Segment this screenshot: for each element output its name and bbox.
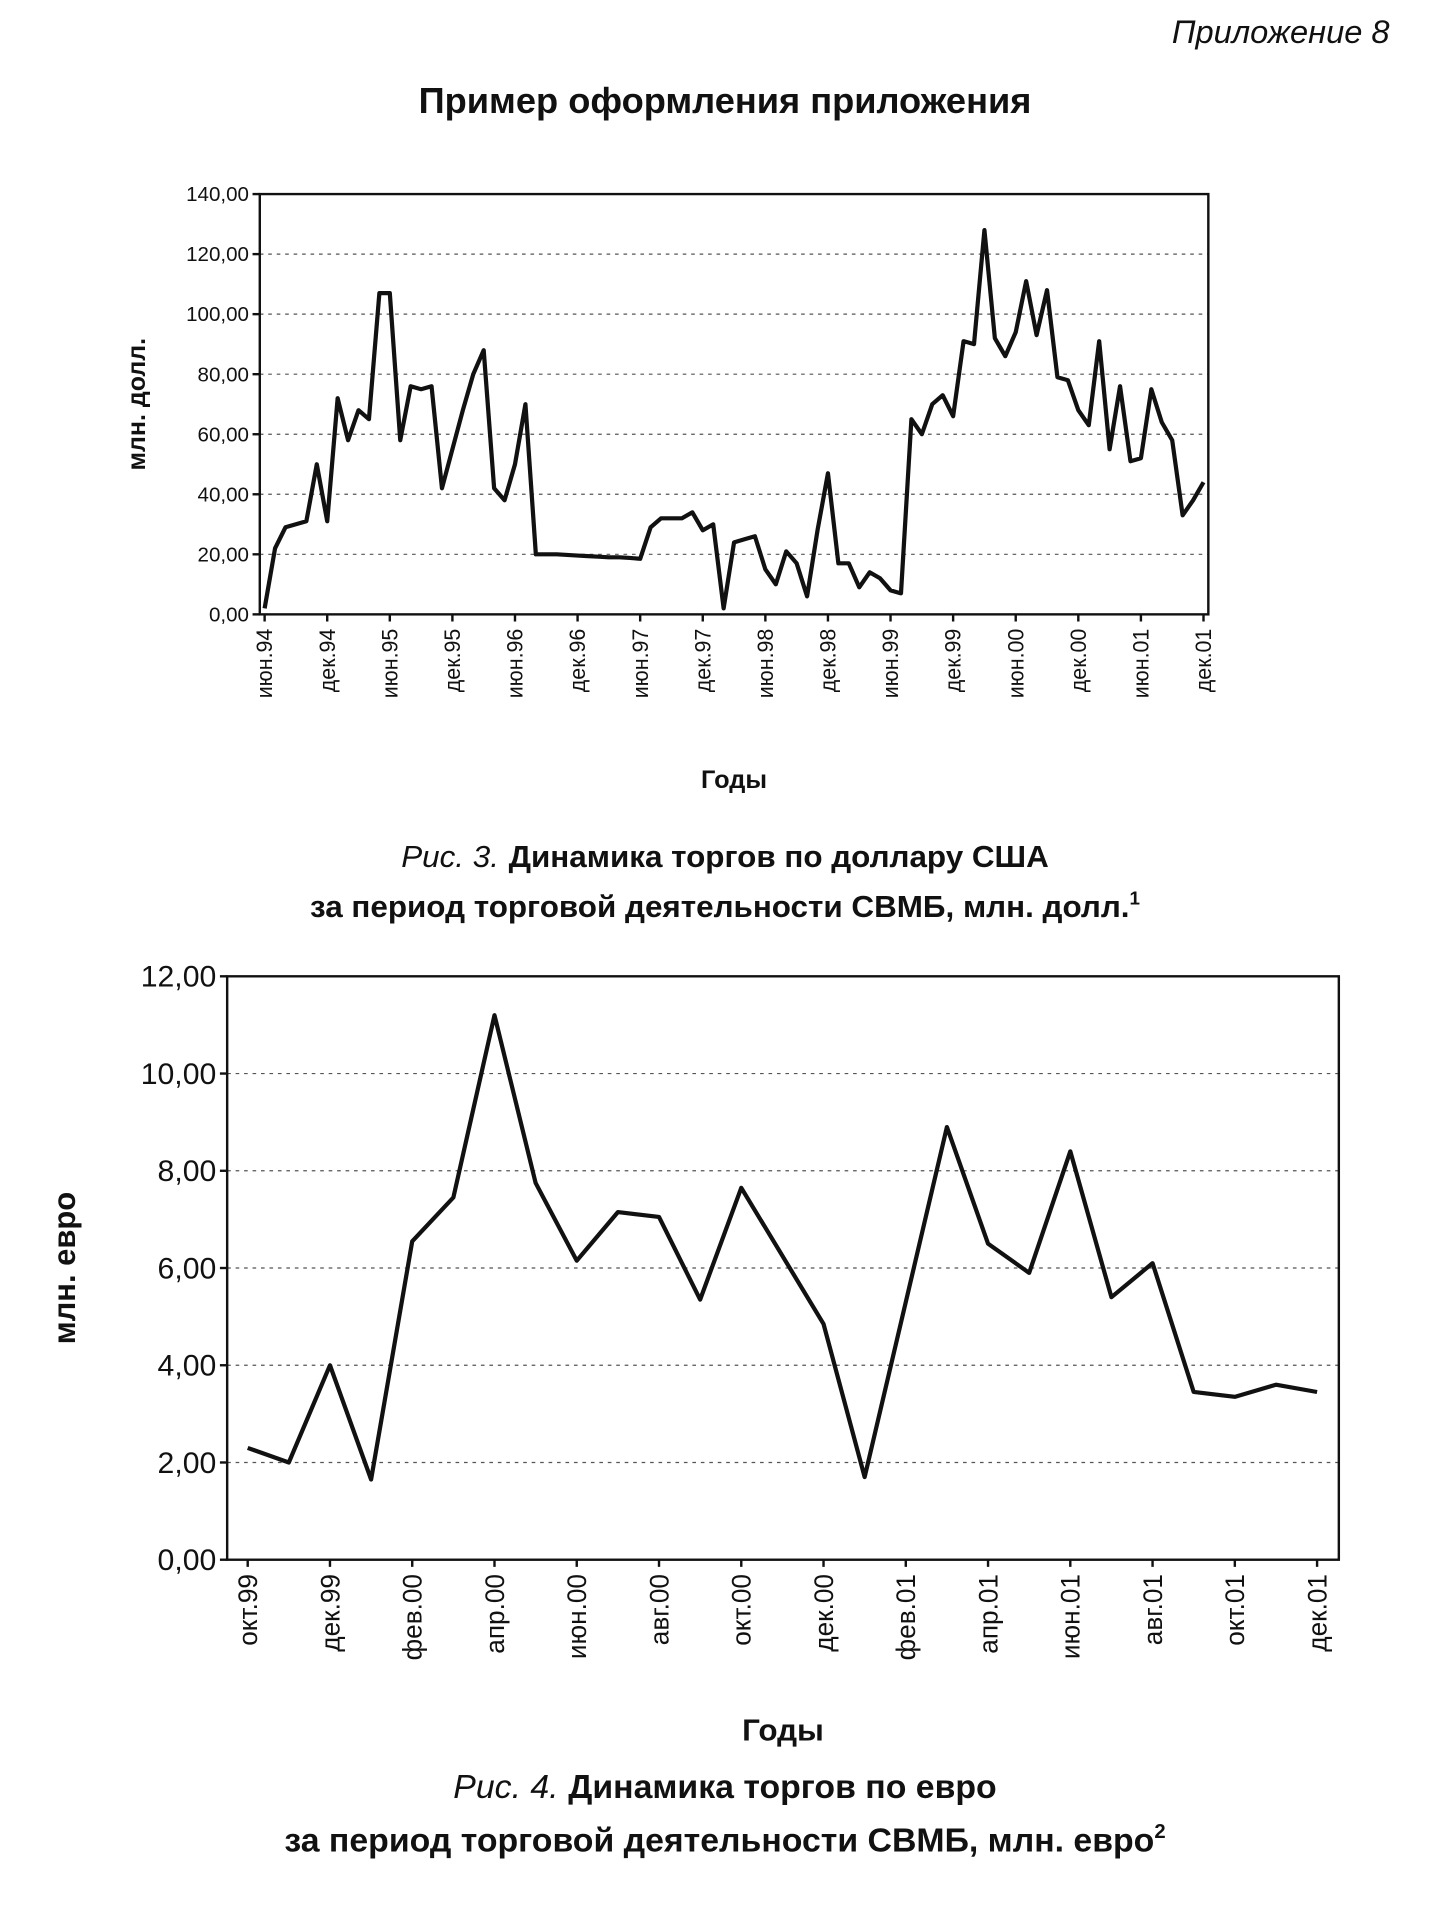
x-tick-label: дек.95 — [440, 629, 465, 693]
x-tick-label: дек.98 — [815, 629, 840, 693]
x-tick-label: фев.01 — [891, 1574, 921, 1660]
data-line — [262, 228, 1206, 611]
x-tick-label: дек.99 — [941, 629, 966, 693]
x-tick-label: июн.98 — [753, 629, 778, 699]
data-line — [246, 1013, 1318, 1482]
y-tick-label: 6,00 — [158, 1253, 217, 1286]
x-tick-label: июн.01 — [1128, 629, 1153, 699]
y-tick-label: 2,00 — [158, 1447, 217, 1480]
y-tick-label: 40,00 — [198, 484, 249, 506]
y-tick-label: 120,00 — [186, 244, 249, 266]
x-tick-label: дек.97 — [690, 629, 715, 693]
x-tick-label: фев.00 — [397, 1574, 427, 1660]
caption: за период торговой деятельности СВМБ, мл… — [310, 888, 1140, 924]
x-tick-label: дек.01 — [1191, 629, 1216, 693]
caption-title: Динамика торгов по евро — [568, 1769, 996, 1806]
x-tick-label: дек.99 — [315, 1574, 345, 1652]
y-tick-label: 8,00 — [158, 1155, 217, 1188]
x-tick-label: дек.94 — [315, 629, 340, 693]
y-tick-label: 0,00 — [209, 605, 249, 627]
x-tick-label: июн.97 — [628, 629, 653, 699]
x-tick-label: дек.01 — [1302, 1574, 1332, 1652]
x-tick-label: дек.00 — [1066, 629, 1091, 693]
y-axis-label: млн. евро — [47, 1192, 82, 1344]
y-tick-label: 140,00 — [186, 184, 249, 206]
x-tick-label: авг.01 — [1138, 1574, 1168, 1645]
caption-label: Рис. 3. — [401, 839, 499, 874]
y-axis-label: млн. долл. — [123, 338, 151, 471]
x-tick-label: июн.95 — [377, 629, 402, 699]
caption: Рис. 4. Динамика торгов по евро — [453, 1769, 996, 1806]
caption-label: Рис. 4. — [453, 1769, 558, 1806]
caption: за период торговой деятельности СВМБ, мл… — [284, 1821, 1165, 1859]
x-tick-label: июн.96 — [502, 629, 527, 699]
x-tick-label: окт.99 — [233, 1574, 263, 1646]
x-tick-label: окт.01 — [1220, 1574, 1250, 1646]
caption-line: за период торговой деятельности СВМБ, мл… — [284, 1823, 1154, 1860]
plot-frame — [258, 192, 1210, 616]
x-tick-label: июн.99 — [878, 629, 903, 699]
x-tick-label: дек.00 — [809, 1574, 839, 1652]
x-tick-label: апр.00 — [480, 1574, 510, 1654]
page-title: Пример оформления приложения — [419, 80, 1032, 121]
x-tick-label: июн.00 — [562, 1574, 592, 1659]
x-tick-label: июн.00 — [1003, 629, 1028, 699]
footnote-mark: 2 — [1154, 1821, 1165, 1843]
footnote-mark: 1 — [1130, 888, 1140, 909]
x-tick-label: окт.00 — [726, 1574, 756, 1646]
x-tick-label: дек.96 — [565, 629, 590, 693]
appendix-label: Приложение 8 — [1172, 14, 1390, 50]
y-tick-label: 100,00 — [186, 304, 249, 326]
plot-frame — [225, 975, 1341, 1561]
y-tick-label: 12,00 — [141, 961, 217, 994]
x-tick-label: авг.00 — [644, 1574, 674, 1645]
x-axis-label: Годы — [701, 766, 767, 794]
x-tick-label: апр.01 — [973, 1574, 1003, 1654]
y-tick-label: 10,00 — [141, 1058, 217, 1091]
y-tick-label: 80,00 — [198, 364, 249, 386]
x-tick-label: июн.94 — [252, 629, 277, 699]
x-axis-label: Годы — [742, 1713, 824, 1748]
caption-title: Динамика торгов по доллару США — [509, 839, 1049, 874]
caption-line: за период торговой деятельности СВМБ, мл… — [310, 889, 1129, 924]
y-tick-label: 60,00 — [198, 424, 249, 446]
x-tick-label: июн.01 — [1055, 1574, 1085, 1659]
caption: Рис. 3. Динамика торгов по доллару США — [401, 839, 1049, 874]
y-tick-label: 4,00 — [158, 1350, 217, 1383]
y-tick-label: 20,00 — [198, 545, 249, 567]
y-tick-label: 0,00 — [158, 1544, 217, 1577]
